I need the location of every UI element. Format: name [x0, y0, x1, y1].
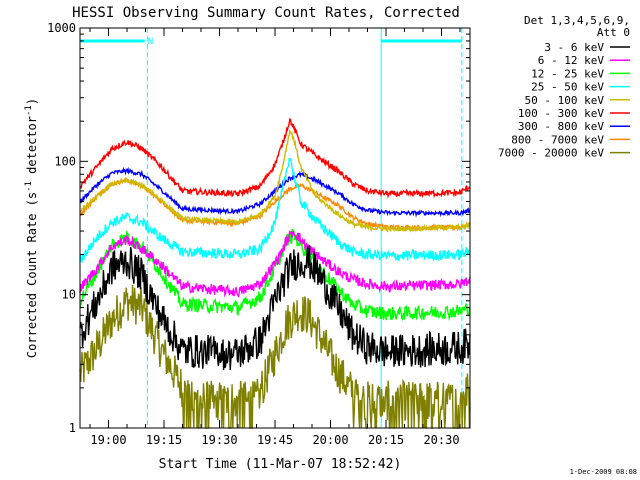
x-tick-label: 19:45	[257, 433, 293, 447]
x-tick-label: 20:15	[368, 433, 404, 447]
legend-label: 25 - 50 keV	[531, 81, 604, 94]
legend-label: 12 - 25 keV	[531, 67, 604, 80]
legend-header-detectors: Det 1,3,4,5,6,9,	[524, 14, 630, 27]
y-tick-label: 100	[54, 154, 76, 168]
series-line	[79, 166, 471, 218]
y-axis-label-part: Corrected Count Rate (s	[25, 192, 39, 358]
y-axis-label-sup: -1	[24, 181, 34, 192]
y-tick-label: 1000	[47, 21, 76, 35]
legend-label: 300 - 800 keV	[518, 120, 604, 133]
series-line	[79, 117, 471, 199]
y-axis-label: Corrected Count Rate (s-1 detector-1)	[24, 98, 39, 358]
legend-label: 100 - 300 keV	[518, 107, 604, 120]
axes: 1 10 100 1000 19:00 19:15 19:30 19:45 20:00 20:15…	[47, 21, 470, 447]
legend-header-attenuator: Att 0	[597, 26, 630, 39]
x-axis-label: Start Time (11-Mar-07 18:52:42)	[159, 457, 402, 472]
x-tick-label: 19:00	[90, 433, 126, 447]
y-tick-label: 1	[69, 421, 76, 435]
x-tick-label: 20:30	[423, 433, 459, 447]
legend-label: 3 - 6 keV	[544, 41, 604, 54]
y-axis-label-part: detector	[25, 116, 39, 181]
legend-label: 7000 - 20000 keV	[498, 147, 604, 160]
x-tick-label: 19:15	[146, 433, 182, 447]
x-tick-label: 20:00	[312, 433, 348, 447]
series-line	[79, 128, 471, 233]
chart-title: HESSI Observing Summary Count Rates, Cor…	[72, 5, 460, 21]
legend-label: 800 - 7000 keV	[511, 133, 604, 146]
annotation-n: N	[148, 37, 153, 47]
y-tick-label: 10	[62, 288, 76, 302]
x-tick-label: 19:30	[201, 433, 237, 447]
series-line	[79, 157, 471, 264]
y-axis-label-part: )	[25, 98, 39, 105]
y-axis-label-sup: -1	[24, 105, 34, 116]
legend-label: 6 - 12 keV	[538, 54, 605, 67]
series-line	[79, 229, 471, 298]
series-lines	[79, 117, 471, 429]
series-line	[79, 245, 471, 371]
series-line	[79, 284, 471, 429]
legend-label: 50 - 100 keV	[525, 94, 605, 107]
footer-date: 1-Dec-2009 08:08	[570, 468, 637, 476]
